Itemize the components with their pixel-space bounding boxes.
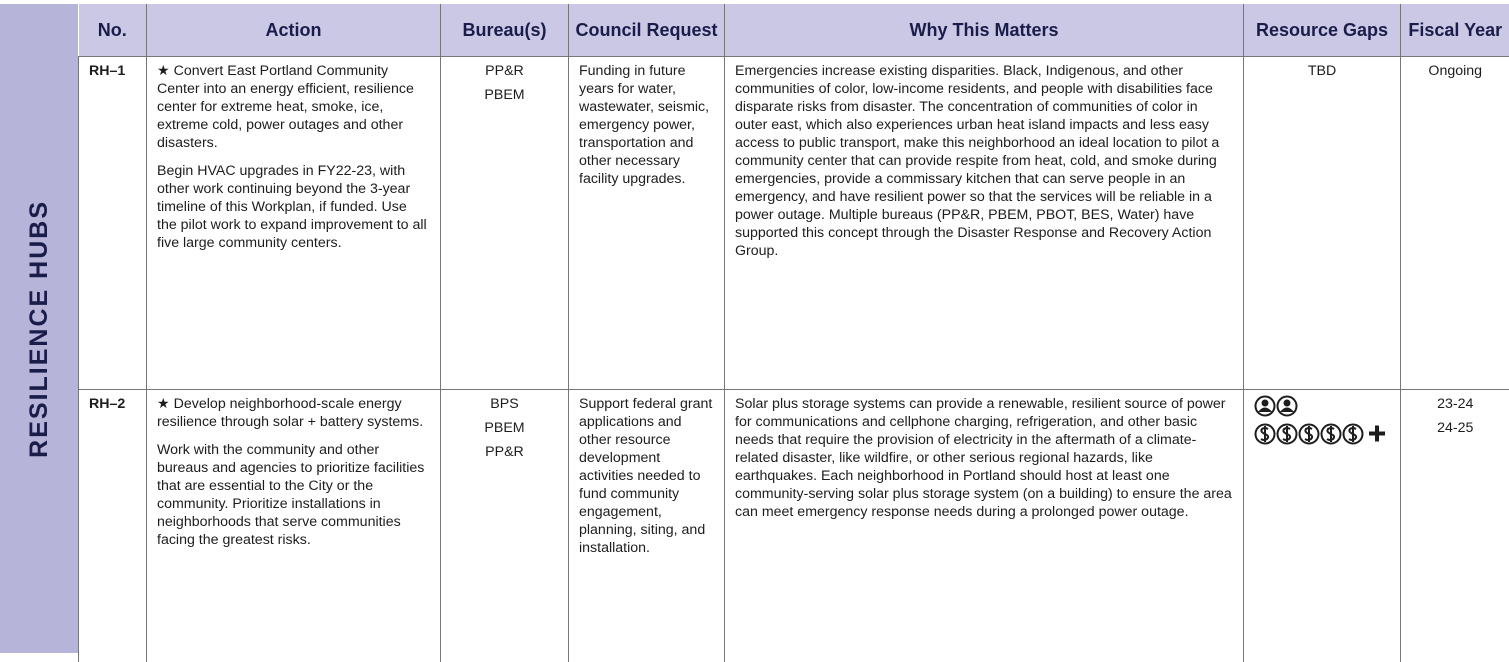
council-request: Support federal grant applications and o… <box>569 390 725 662</box>
header: No. <box>79 4 147 57</box>
action: ★ Convert East Portland Community Center… <box>147 57 441 390</box>
row-number: RH–2 <box>79 390 147 662</box>
bureau: BPS <box>451 395 558 413</box>
bureau: PP&R <box>451 62 558 80</box>
header: Council Request <box>569 4 725 57</box>
bureau: PP&R <box>451 443 558 461</box>
bureaus: BPS PBEM PP&R <box>441 390 569 662</box>
row: RH–2 ★ Develop neighborhood-scale energy… <box>79 390 1509 662</box>
council-request: Funding in future years for water, waste… <box>569 57 725 390</box>
workplan-table: No. Action Bureau(s) Council Request Why… <box>78 4 1509 662</box>
year: 24-25 <box>1411 419 1500 437</box>
fiscal-year: Ongoing <box>1401 57 1509 390</box>
year: 23-24 <box>1411 395 1500 413</box>
header: Action <box>147 4 441 57</box>
why: Emergencies increase existing disparitie… <box>725 57 1244 390</box>
action-text: Begin HVAC upgrades in FY22-23, with oth… <box>157 162 430 252</box>
header: Bureau(s) <box>441 4 569 57</box>
header-row: No. Action Bureau(s) Council Request Why… <box>79 4 1509 57</box>
year: Ongoing <box>1411 62 1500 80</box>
resource-icons <box>1254 395 1394 447</box>
action-text: ★ Develop neighborhood-scale energy resi… <box>157 395 430 431</box>
action-text: ★ Convert East Portland Community Center… <box>157 62 430 152</box>
resource-gaps: TBD <box>1244 57 1401 390</box>
row-number: RH–1 <box>79 57 147 390</box>
fiscal-year: 23-24 24-25 <box>1401 390 1509 662</box>
bureaus: PP&R PBEM <box>441 57 569 390</box>
action: ★ Develop neighborhood-scale energy resi… <box>147 390 441 662</box>
bureau: PBEM <box>451 86 558 104</box>
bureau: PBEM <box>451 419 558 437</box>
resource-gaps <box>1244 390 1401 662</box>
action-text: Work with the community and other bureau… <box>157 441 430 549</box>
section-band: RESILIENCE HUBS <box>0 4 78 653</box>
header: Fiscal Year <box>1401 4 1509 57</box>
row: RH–1 ★ Convert East Portland Community C… <box>79 57 1509 390</box>
why: Solar plus storage systems can provide a… <box>725 390 1244 662</box>
header: Why This Matters <box>725 4 1244 57</box>
header: Resource Gaps <box>1244 4 1401 57</box>
section-label: RESILIENCE HUBS <box>25 200 54 458</box>
